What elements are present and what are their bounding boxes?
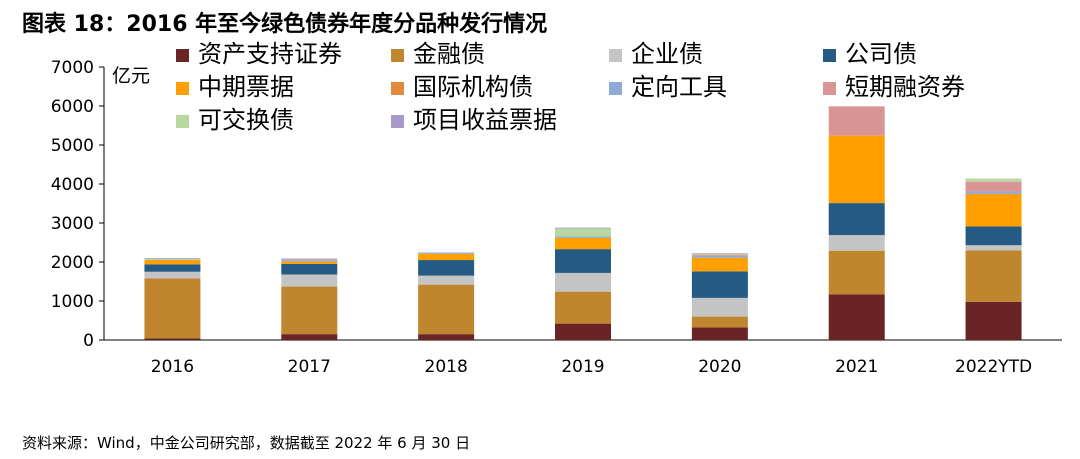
legend-label: 企业债 xyxy=(631,40,703,68)
legend-swatch xyxy=(391,49,404,62)
bar-segment xyxy=(281,334,338,340)
legend-swatch xyxy=(823,49,836,62)
bar-segment xyxy=(965,226,1022,246)
bar-segment xyxy=(965,178,1022,182)
y-tick-label: 4000 xyxy=(51,175,94,195)
bar-segment xyxy=(281,263,338,275)
bar-segment xyxy=(965,181,1022,192)
bar-segment xyxy=(144,338,201,340)
legend-swatch xyxy=(823,82,836,95)
bar-segment xyxy=(691,255,748,258)
bars xyxy=(144,106,1022,340)
x-tick-label: 2017 xyxy=(288,357,331,377)
bar-segment xyxy=(691,327,748,340)
x-tick-label: 2019 xyxy=(561,357,604,377)
bar-segment xyxy=(555,237,611,250)
y-axis-unit-label: 亿元 xyxy=(112,65,150,87)
y-tick-label: 1000 xyxy=(51,292,94,312)
bar-segment xyxy=(555,323,611,340)
legend-label: 项目收益票据 xyxy=(413,106,557,134)
bar-segment xyxy=(965,301,1022,340)
y-tick-label: 3000 xyxy=(51,214,94,234)
source-note: 资料来源：Wind，中金公司研究部，数据截至 2022 年 6 月 30 日 xyxy=(22,434,471,452)
x-tick-label: 2018 xyxy=(425,357,468,377)
bar-segment xyxy=(555,291,611,324)
legend-swatch xyxy=(609,82,622,95)
legend-swatch xyxy=(609,49,622,62)
bar-segment xyxy=(281,286,338,335)
legend-label: 公司债 xyxy=(845,40,917,68)
bar-segment xyxy=(691,271,748,298)
bar-segment xyxy=(828,203,885,236)
x-tick-label: 2020 xyxy=(698,357,741,377)
y-tick-label: 5000 xyxy=(51,136,94,156)
figure-title: 图表 18：2016 年至今绿色债券年度分品种发行情况 xyxy=(22,12,548,37)
x-tick-label: 2016 xyxy=(151,357,194,377)
bar-segment xyxy=(691,257,748,272)
bar-segment xyxy=(828,294,885,340)
bar-segment xyxy=(965,194,1022,227)
bar-segment xyxy=(691,253,748,255)
bar-segment xyxy=(418,253,475,254)
y-tick-label: 2000 xyxy=(51,253,94,273)
bar-segment xyxy=(144,278,201,339)
bar-segment xyxy=(418,284,475,335)
bar-segment xyxy=(281,274,338,287)
bar-segment xyxy=(965,245,1022,251)
legend-label: 金融债 xyxy=(413,40,485,68)
legend-label: 国际机构债 xyxy=(413,73,533,101)
bar-segment xyxy=(555,228,611,237)
legend-label: 中期票据 xyxy=(198,73,294,101)
axes: 0 1000 2000 3000 4000 5000 6000 7000 2016 2017 201… xyxy=(51,58,1062,377)
bar-segment xyxy=(144,260,201,265)
bar-segment xyxy=(965,193,1022,195)
bar-segment xyxy=(281,260,338,262)
bar-segment xyxy=(691,316,748,328)
bar-segment xyxy=(281,258,338,260)
bar-segment xyxy=(691,297,748,317)
bar-segment xyxy=(555,249,611,273)
x-tick-label: 2021 xyxy=(835,357,878,377)
bar-segment xyxy=(418,275,475,285)
legend-swatch xyxy=(176,49,189,62)
legend-swatch xyxy=(176,82,189,95)
legend-swatch xyxy=(176,115,189,128)
legend-label: 短期融资券 xyxy=(845,73,965,101)
bar-segment xyxy=(281,261,338,264)
bar-segment xyxy=(418,334,475,340)
bar-segment xyxy=(828,135,885,204)
legend-swatch xyxy=(391,115,404,128)
legend-swatch xyxy=(391,82,404,95)
x-tick-label: 2022YTD xyxy=(955,357,1032,377)
y-tick-label: 7000 xyxy=(51,58,94,78)
bar-segment xyxy=(691,254,748,256)
bar-segment xyxy=(965,250,1022,302)
bar-segment xyxy=(144,264,201,272)
bar-segment xyxy=(418,253,475,261)
bar-segment xyxy=(555,272,611,292)
legend-label: 可交换债 xyxy=(198,106,294,134)
bar-segment xyxy=(828,106,885,136)
legend-label: 资产支持证券 xyxy=(198,40,342,68)
bar-segment xyxy=(144,258,201,259)
bar-segment xyxy=(555,227,611,229)
bar-segment xyxy=(965,191,1022,194)
bar-segment xyxy=(828,250,885,295)
y-tick-label: 0 xyxy=(83,331,94,351)
bar-segment xyxy=(144,271,201,279)
bar-segment xyxy=(144,258,201,261)
legend-label: 定向工具 xyxy=(631,73,727,101)
bar-segment xyxy=(418,260,475,276)
bar-segment xyxy=(555,236,611,238)
y-tick-label: 6000 xyxy=(51,97,94,117)
bar-segment xyxy=(828,235,885,251)
